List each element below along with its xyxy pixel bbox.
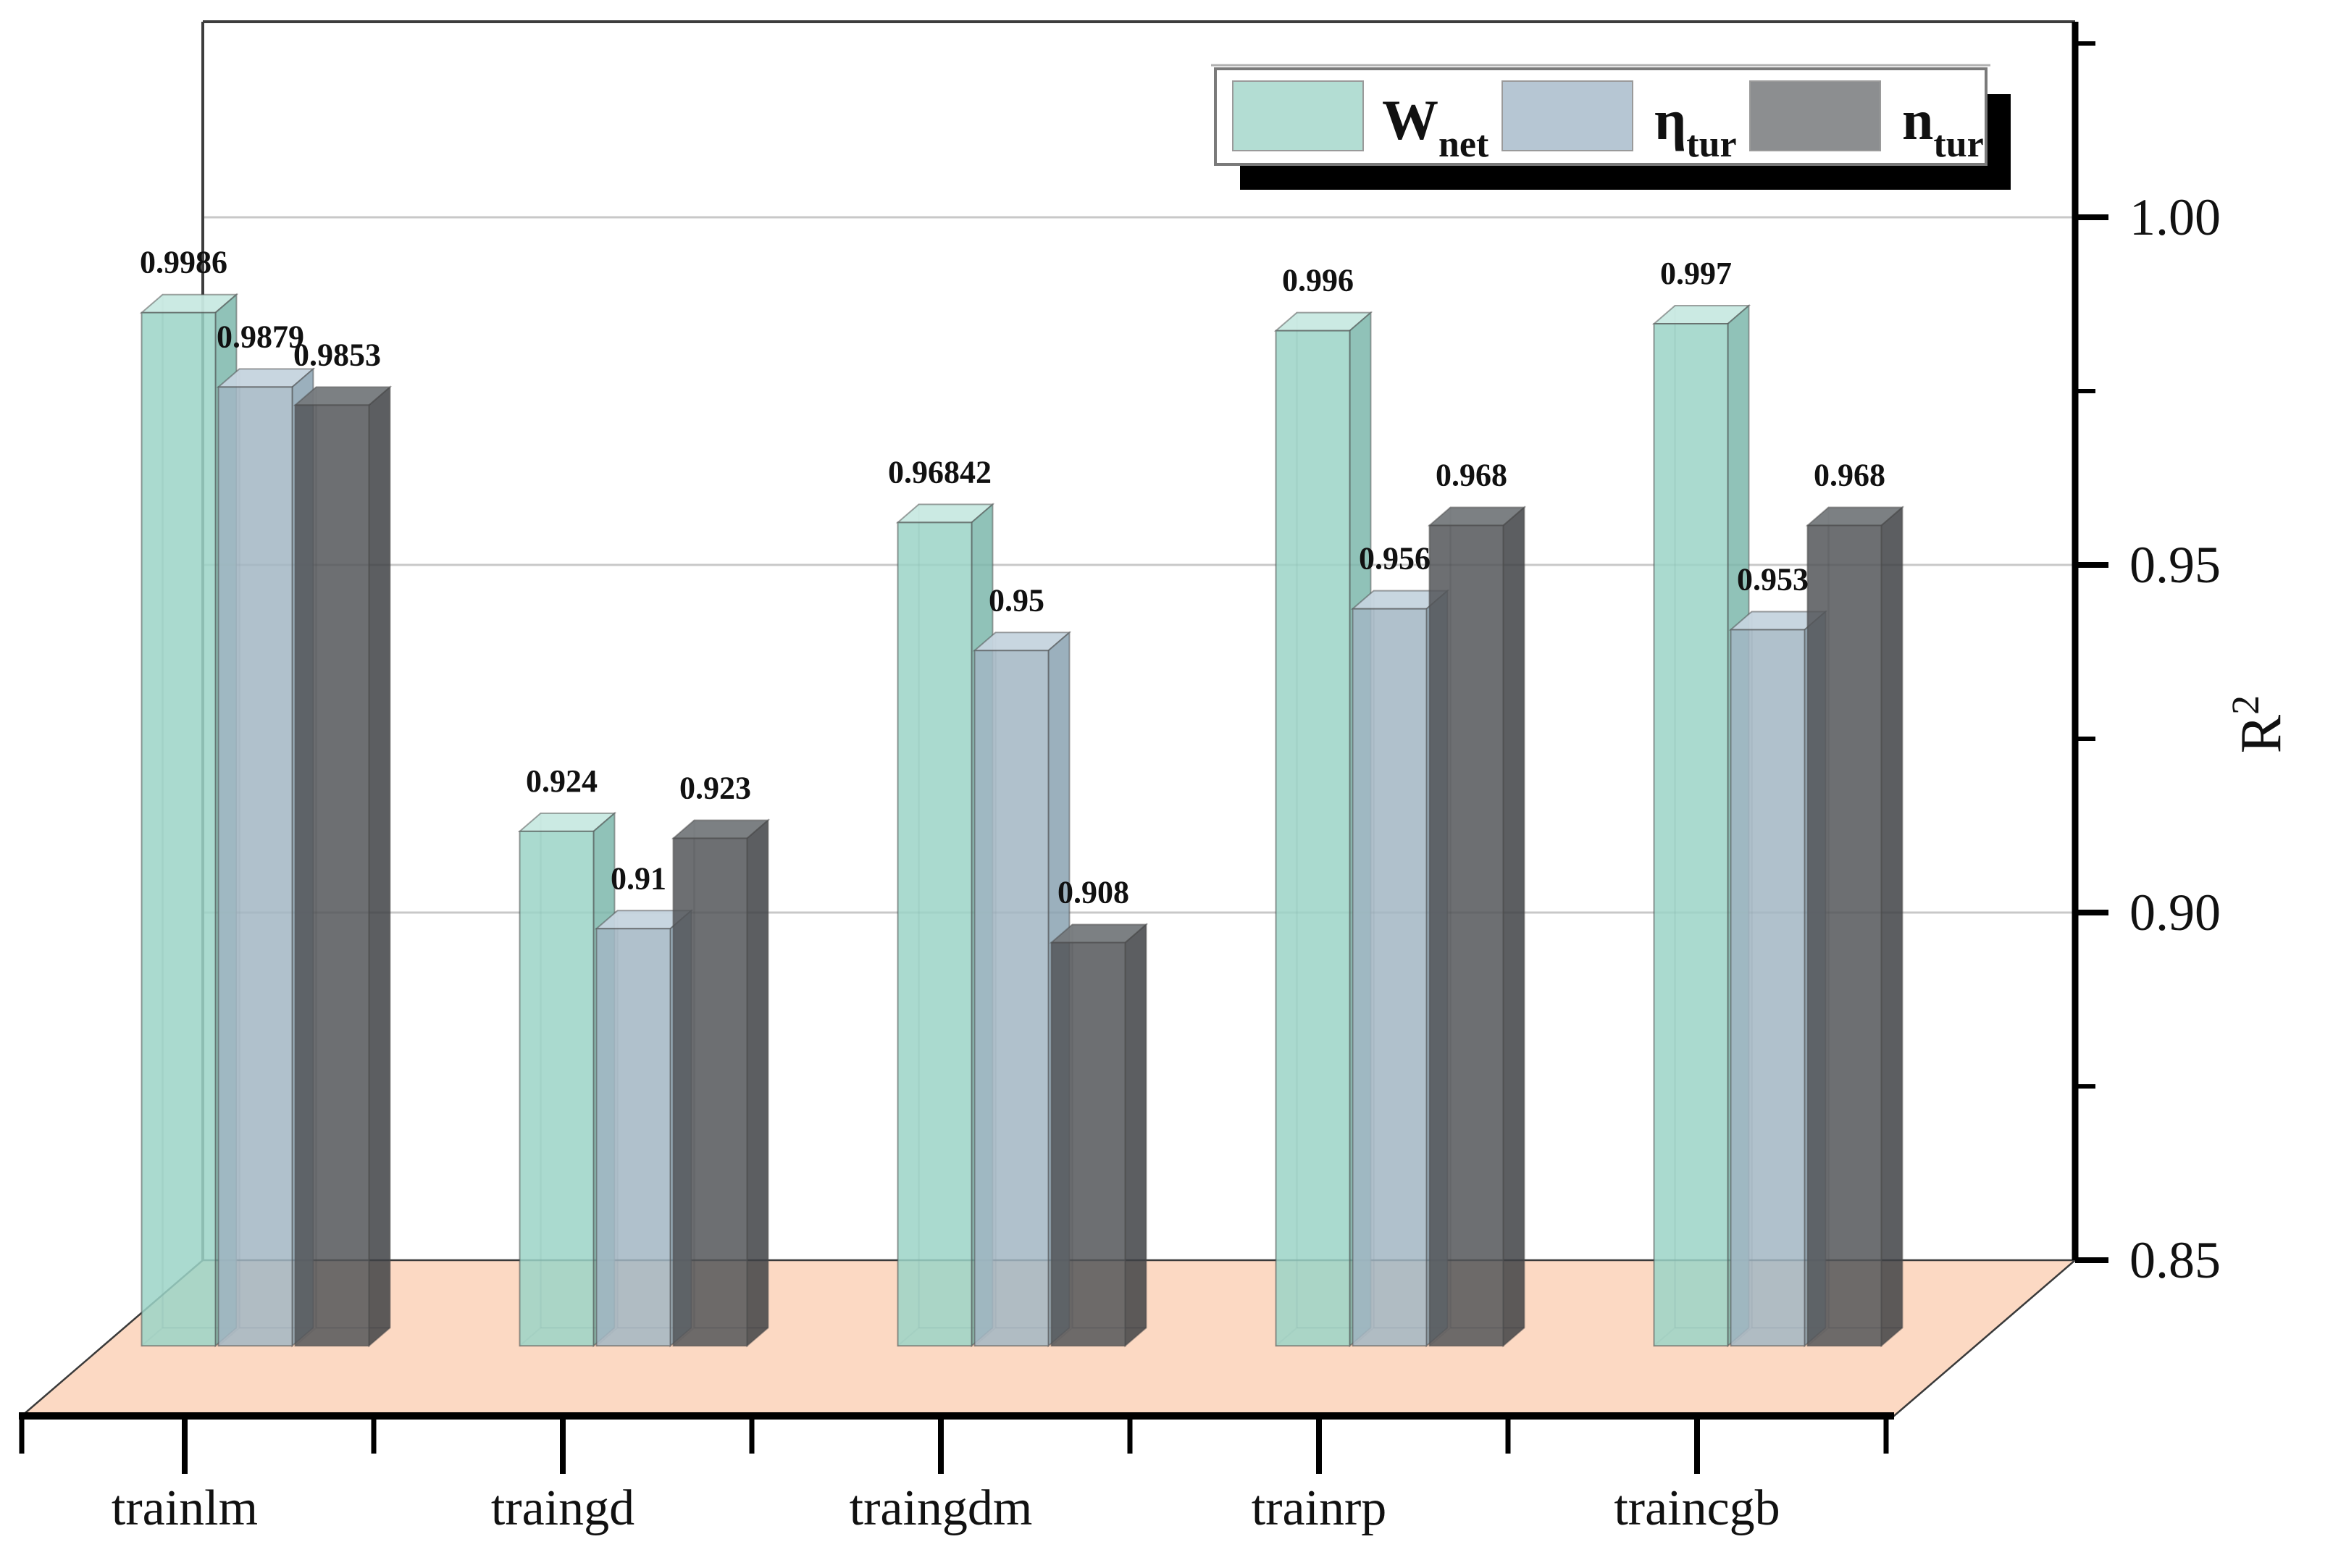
y-tick-label: 0.90	[2129, 884, 2221, 942]
legend-swatch-W_net	[1232, 80, 1364, 151]
bar-front-face	[1428, 524, 1504, 1347]
y-tick-label: 0.85	[2129, 1231, 2221, 1289]
bar-side-face	[1124, 923, 1147, 1348]
bar-value-label-eta_tur-traincgb: 0.953	[1737, 561, 1809, 597]
bar-front-face	[1653, 323, 1729, 1347]
bar-n_tur-trainlm	[293, 385, 393, 1348]
bar-value-label-W_net-trainlm: 0.9986	[140, 245, 227, 280]
bar-W_net-trainrp	[1273, 311, 1373, 1348]
y-tick-label: 1.00	[2129, 188, 2221, 246]
y-axis-title: R2	[2224, 695, 2293, 753]
bar-side-face	[1502, 506, 1525, 1348]
bar-front-face	[519, 830, 595, 1347]
bar-front-face	[141, 311, 217, 1347]
bar-front-face	[217, 386, 293, 1347]
bar-value-label-eta_tur-traingd: 0.91	[611, 860, 666, 896]
bar-value-label-W_net-traingdm: 0.96842	[888, 454, 992, 490]
bar-side-face	[368, 385, 391, 1348]
bar-front-face	[973, 650, 1050, 1347]
bar-n_tur-trainrp	[1427, 506, 1527, 1348]
bar-value-label-W_net-traingd: 0.924	[526, 763, 598, 799]
bar-value-label-W_net-trainrp: 0.996	[1282, 263, 1354, 298]
category-label-trainlm: trainlm	[112, 1480, 258, 1536]
bar-front-face	[294, 404, 370, 1347]
bar-value-label-eta_tur-traingdm: 0.95	[989, 582, 1044, 618]
bar-value-label-n_tur-trainrp: 0.968	[1436, 457, 1507, 492]
category-label-traingd: traingd	[491, 1480, 634, 1536]
bar-front-face	[1275, 330, 1351, 1347]
legend-swatch-eta_tur	[1501, 80, 1633, 151]
y-tick-label: 0.95	[2129, 536, 2221, 594]
category-label-traincgb: traincgb	[1614, 1480, 1780, 1536]
bar-value-label-eta_tur-trainrp: 0.956	[1359, 541, 1431, 577]
legend-swatch-n_tur	[1749, 80, 1881, 151]
bar-n_tur-traingdm	[1049, 923, 1149, 1348]
bar-n_tur-traingd	[671, 818, 771, 1348]
bar-value-label-W_net-traincgb: 0.997	[1660, 256, 1732, 291]
bar-front-face	[1352, 608, 1428, 1347]
bar-front-face	[1806, 524, 1882, 1347]
bar-front-face	[1050, 942, 1126, 1347]
category-label-traingdm: traingdm	[850, 1480, 1033, 1536]
bar-front-face	[1730, 629, 1806, 1347]
bar-front-face	[897, 521, 973, 1347]
bar-value-label-n_tur-traingd: 0.923	[679, 770, 751, 805]
bar-value-label-eta_tur-trainlm: 0.9879	[217, 319, 304, 354]
bar-value-label-n_tur-traincgb: 0.968	[1814, 457, 1885, 492]
bar-side-face	[1880, 506, 1903, 1348]
bar-side-face	[746, 818, 769, 1348]
bar-front-face	[672, 837, 748, 1347]
bar-front-face	[595, 928, 671, 1347]
category-label-trainrp: trainrp	[1252, 1480, 1387, 1536]
bar-value-label-n_tur-traingdm: 0.908	[1057, 874, 1129, 910]
bar-n_tur-traincgb	[1805, 506, 1905, 1348]
bar-value-label-n_tur-trainlm: 0.9853	[293, 337, 381, 372]
legend-label-W_net: Wnet	[1382, 88, 1489, 165]
